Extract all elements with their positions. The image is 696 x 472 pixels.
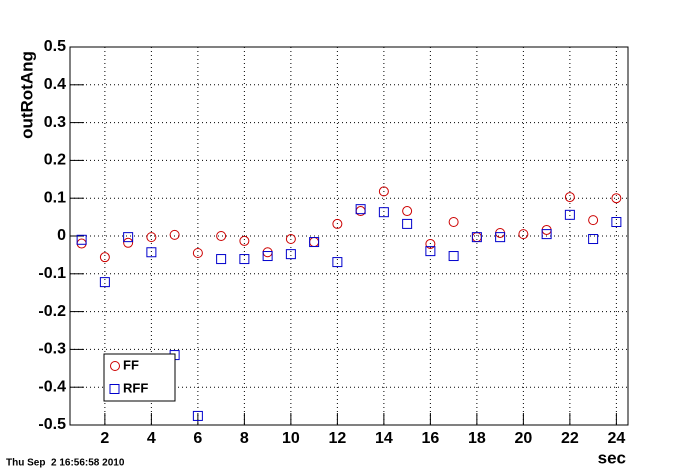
x-tick-label: 8 [240, 430, 249, 447]
point [76, 234, 87, 245]
point [448, 217, 459, 228]
x-tick-label: 16 [421, 430, 439, 447]
point [378, 207, 389, 218]
y-tick-label: 0 [57, 227, 66, 244]
point [402, 218, 413, 229]
x-tick-label: 2 [100, 430, 109, 447]
legend-label: FF [123, 357, 139, 372]
x-tick-label: 14 [375, 430, 393, 447]
y-tick-label: -0.3 [38, 341, 66, 358]
point [518, 229, 529, 240]
point [216, 231, 227, 241]
point [309, 237, 320, 248]
point [588, 215, 599, 226]
legend-label: RFF [123, 380, 148, 395]
y-axis-label: outRotAng [17, 51, 36, 139]
point [146, 232, 157, 243]
point [146, 247, 157, 258]
x-tick-label: 24 [607, 430, 625, 447]
x-tick-label: 22 [561, 430, 579, 447]
point [332, 257, 343, 268]
point [541, 229, 552, 240]
y-tick-label: 0.2 [44, 152, 66, 169]
x-tick-label: 20 [514, 430, 532, 447]
point [123, 232, 134, 243]
y-tick-label: 0.3 [44, 114, 66, 131]
point [355, 204, 366, 215]
point [169, 229, 180, 240]
point [611, 193, 622, 204]
point [262, 251, 273, 262]
point [425, 246, 436, 257]
point [425, 238, 436, 249]
x-tick-label: 10 [282, 430, 300, 447]
point [332, 218, 343, 229]
point [402, 206, 413, 217]
y-tick-label: -0.1 [38, 265, 66, 282]
point [564, 192, 575, 203]
legend-marker [109, 384, 120, 394]
point [378, 186, 389, 197]
point [123, 237, 134, 248]
y-tick-label: 0.1 [44, 189, 66, 206]
y-tick-label: -0.5 [38, 416, 66, 433]
y-tick-label: -0.2 [38, 303, 66, 320]
y-tick-label: 0.5 [44, 38, 66, 55]
y-tick-label: 0.4 [44, 76, 66, 93]
point [495, 232, 506, 243]
x-axis-label: sec [598, 448, 626, 467]
x-tick-label: 18 [468, 430, 486, 447]
point [471, 232, 482, 243]
x-tick-label: 4 [147, 430, 156, 447]
plot-frame [69, 46, 629, 426]
point [192, 410, 203, 421]
x-tick-label: 12 [328, 430, 346, 447]
y-tick-label: -0.4 [38, 378, 66, 395]
footer: Thu Sep 2 16:56:58 2010 [6, 458, 125, 469]
point [611, 217, 622, 228]
point [285, 234, 296, 245]
point [239, 254, 250, 265]
point [99, 277, 110, 288]
point [239, 235, 250, 246]
x-tick-label: 6 [193, 430, 202, 447]
point [192, 248, 203, 259]
point [285, 249, 296, 260]
point [99, 252, 110, 263]
legend-marker [110, 361, 120, 371]
point [564, 209, 575, 220]
point [588, 234, 599, 245]
point [216, 254, 227, 265]
point [448, 251, 459, 262]
